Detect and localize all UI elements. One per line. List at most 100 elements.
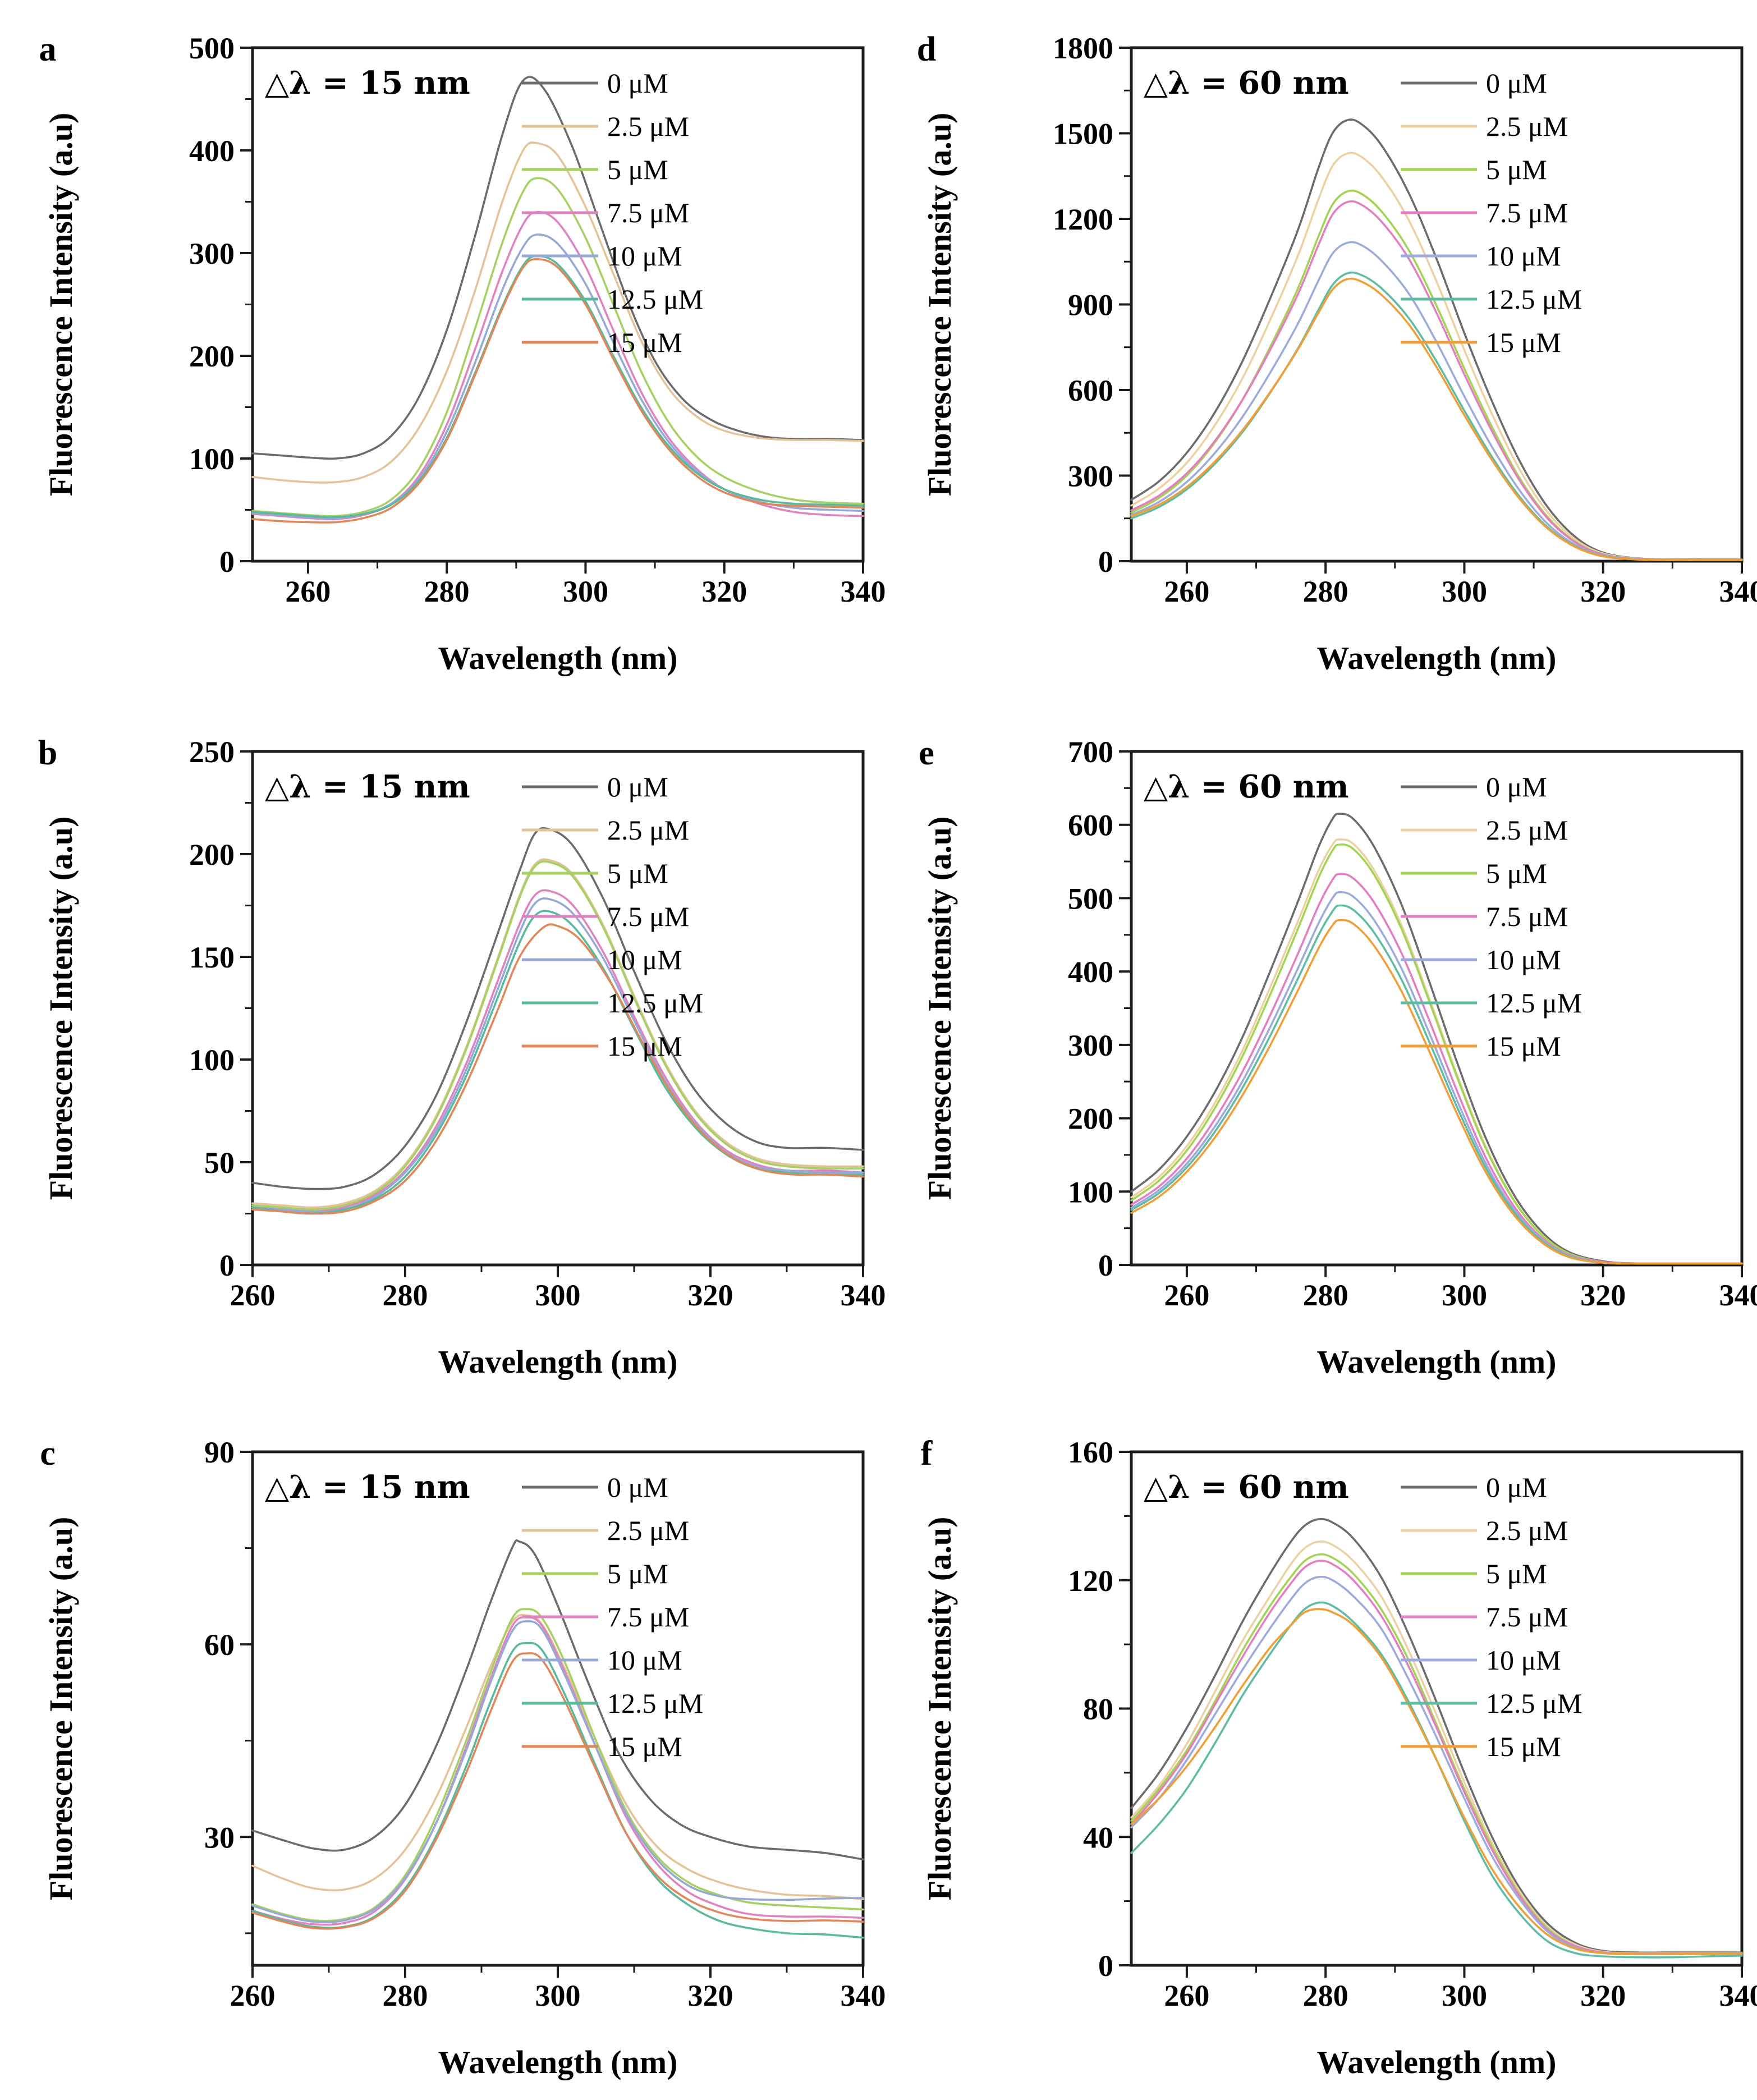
delta-lambda-annotation: △λ = 60 nm — [1144, 65, 1349, 102]
legend-label: 2.5 μM — [1486, 111, 1568, 142]
x-tick-label: 320 — [701, 575, 747, 608]
x-tick-label: 280 — [1303, 1979, 1348, 2012]
y-axis-title: Fluorescence Intensity (a.u) — [921, 817, 958, 1200]
y-tick-label: 1200 — [1053, 203, 1113, 236]
y-tick-label: 90 — [204, 1436, 235, 1469]
series-curve-12.5 — [251, 1642, 864, 1939]
x-tick-label: 280 — [383, 1979, 428, 2012]
y-tick-label: 500 — [1068, 882, 1113, 915]
series-curve-12.5 — [251, 255, 864, 519]
delta-lambda-annotation: △λ = 60 nm — [1144, 768, 1349, 805]
series-curve-12.5 — [1130, 1601, 1743, 1959]
series-curve-0 — [251, 76, 864, 460]
legend-label: 0 μM — [1486, 67, 1547, 99]
delta-lambda-annotation: △λ = 60 nm — [1144, 1469, 1349, 1506]
x-tick-label: 340 — [1719, 575, 1757, 608]
y-tick-label: 100 — [1068, 1175, 1113, 1209]
x-axis-title: Wavelength (nm) — [438, 1344, 678, 1380]
panel-d-chart: d 260 280 300 320 340 0 300 600 900 1200 1500 1800 Wa… — [917, 30, 1757, 676]
x-tick-label: 340 — [1719, 1278, 1757, 1312]
x-tick-label: 320 — [1580, 1278, 1626, 1312]
legend-label: 10 μM — [1486, 944, 1561, 975]
y-tick-label: 300 — [1068, 460, 1113, 493]
series-curve-7.5 — [1130, 1560, 1743, 1955]
legend-label: 7.5 μM — [1486, 1601, 1568, 1633]
x-tick-label: 300 — [1442, 1278, 1487, 1312]
x-tick-label: 280 — [424, 575, 470, 608]
y-tick-label: 0 — [219, 545, 235, 579]
x-tick-label: 260 — [1164, 575, 1209, 608]
y-tick-label: 40 — [1083, 1821, 1113, 1854]
legend-label: 2.5 μM — [607, 1515, 689, 1546]
legend-label: 15 μM — [607, 1030, 682, 1062]
delta-lambda-annotation: △λ = 15 nm — [265, 65, 470, 102]
series-curve-2.5 — [251, 858, 864, 1209]
x-tick-label: 300 — [535, 1278, 581, 1312]
legend-label: 2.5 μM — [607, 814, 689, 846]
x-axis-title: Wavelength (nm) — [438, 2044, 678, 2080]
panel-c-chart: c 260 280 300 320 340 30 60 90 Wavelength (nm) Flu… — [40, 1434, 886, 2080]
legend-label: 12.5 μM — [607, 283, 703, 315]
panel-letter: d — [917, 30, 936, 68]
y-tick-label: 80 — [1083, 1693, 1113, 1726]
series-curve-5 — [1130, 1553, 1743, 1955]
legend-label: 2.5 μM — [607, 111, 689, 142]
series-curve-5 — [1130, 189, 1743, 561]
y-tick-label: 60 — [204, 1628, 235, 1662]
x-tick-label: 260 — [230, 1979, 276, 2012]
axis-frame — [1130, 750, 1744, 1267]
y-tick-label: 100 — [189, 1043, 235, 1077]
delta-lambda-annotation: △λ = 15 nm — [265, 768, 470, 805]
axis-frame — [251, 46, 865, 563]
y-axis-title: Fluorescence Intensity (a.u) — [921, 1517, 958, 1901]
x-tick-label: 280 — [383, 1278, 428, 1312]
panel-letter: b — [38, 734, 57, 772]
series-curve-0 — [1130, 118, 1743, 561]
x-tick-label: 320 — [1580, 1979, 1626, 2012]
series-curve-10 — [1130, 1575, 1743, 1955]
y-tick-label: 150 — [189, 941, 235, 974]
x-tick-label: 340 — [841, 1979, 886, 2012]
legend-label: 5 μM — [1486, 858, 1547, 889]
x-tick-label: 320 — [688, 1979, 733, 2012]
x-tick-label: 260 — [230, 1278, 276, 1312]
legend-label: 0 μM — [1486, 1471, 1547, 1503]
series-curve-15 — [251, 1652, 864, 1930]
panel-letter: c — [40, 1434, 56, 1473]
series-curve-10 — [251, 897, 864, 1213]
y-axis-title: Fluorescence Intensity (a.u) — [43, 817, 79, 1200]
x-tick-label: 260 — [1164, 1278, 1209, 1312]
x-tick-label: 300 — [1442, 575, 1487, 608]
y-tick-label: 50 — [204, 1146, 235, 1180]
legend-label: 10 μM — [607, 240, 682, 272]
legend-label: 5 μM — [1486, 154, 1547, 185]
y-tick-label: 160 — [1068, 1436, 1113, 1469]
legend-label: 2.5 μM — [1486, 1515, 1568, 1546]
axis-frame — [1130, 1450, 1744, 1967]
legend-label: 12.5 μM — [1486, 987, 1582, 1019]
series-curve-15 — [251, 258, 864, 524]
y-tick-label: 200 — [1068, 1102, 1113, 1136]
y-tick-label: 1500 — [1053, 117, 1113, 151]
legend-label: 7.5 μM — [1486, 197, 1568, 228]
legend-label: 5 μM — [607, 858, 668, 889]
legend-label: 2.5 μM — [1486, 814, 1568, 846]
series-curve-10 — [251, 233, 864, 520]
x-axis-title: Wavelength (nm) — [1317, 2044, 1557, 2080]
y-tick-label: 500 — [189, 31, 235, 65]
series-curve-0 — [251, 1539, 864, 1861]
legend-label: 10 μM — [607, 944, 682, 975]
legend-label: 15 μM — [1486, 1731, 1561, 1762]
series-curve-7.5 — [251, 889, 864, 1213]
x-tick-label: 300 — [535, 1979, 581, 2012]
series-curve-2.5 — [1130, 152, 1743, 561]
y-tick-label: 700 — [1068, 735, 1113, 769]
series-curve-15 — [251, 923, 864, 1215]
series-curve-0 — [1130, 1517, 1743, 1954]
legend-label: 15 μM — [607, 1731, 682, 1762]
series-curve-5 — [251, 860, 864, 1211]
x-tick-label: 280 — [1303, 1278, 1348, 1312]
legend-label: 10 μM — [607, 1644, 682, 1676]
x-tick-label: 340 — [841, 1278, 886, 1312]
y-tick-label: 400 — [1068, 955, 1113, 989]
